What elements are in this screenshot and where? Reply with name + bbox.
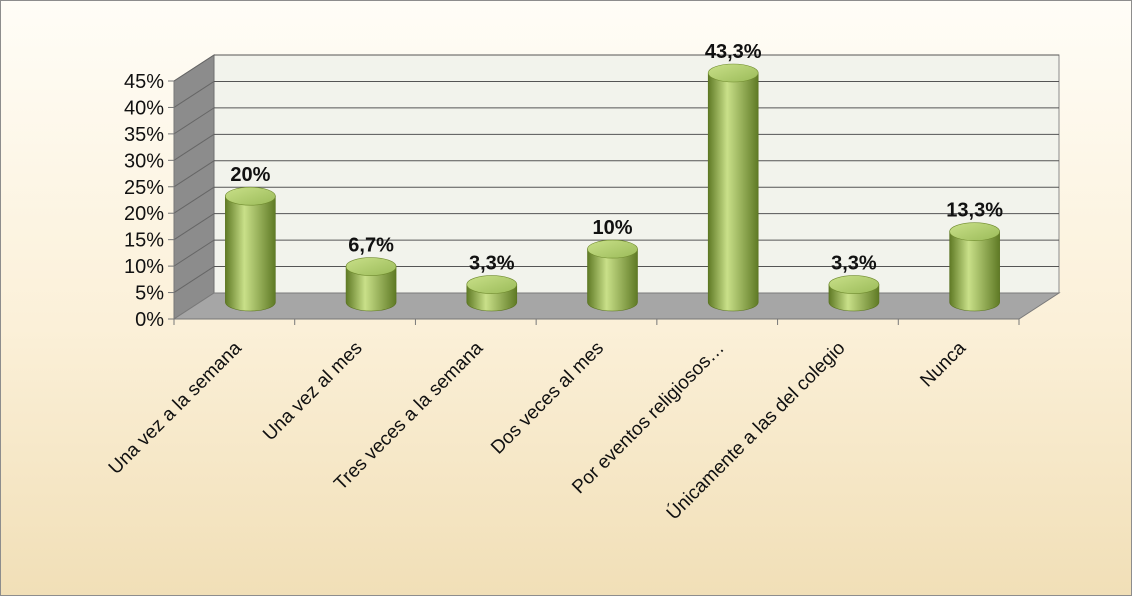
gridline-side	[173, 213, 215, 241]
y-tick-label: 10%	[124, 256, 164, 278]
bar-cap	[587, 239, 638, 259]
gridline-side	[173, 160, 215, 188]
data-label: 20%	[230, 164, 270, 186]
x-category-label: Una vez al mes	[259, 338, 366, 445]
y-tick-label: 15%	[124, 230, 164, 252]
gridline-side	[173, 54, 215, 82]
gridline-side	[173, 186, 215, 214]
bar-body	[225, 195, 276, 312]
y-tick-label: 0%	[135, 309, 164, 331]
y-tick-label: 40%	[124, 97, 164, 119]
bar	[828, 275, 880, 312]
bar	[466, 275, 518, 312]
y-tick-label: 25%	[124, 177, 164, 199]
x-category-label: Una vez a la semana	[105, 337, 246, 478]
data-label: 10%	[592, 217, 632, 239]
bar-body	[587, 248, 638, 312]
bars	[225, 63, 1000, 312]
data-label: 3,3%	[469, 253, 515, 275]
gridline-side	[173, 266, 215, 293]
y-tick-label: 5%	[135, 283, 164, 305]
y-axis: 0% 5% 10% 15% 20% 25% 30% 35% 40% 45%	[124, 71, 175, 331]
gridline-side	[173, 133, 215, 161]
bar	[587, 239, 638, 312]
gridline-side	[173, 81, 215, 108]
gridline-side	[173, 239, 215, 267]
bar	[345, 257, 397, 312]
data-label: 43,3%	[705, 41, 762, 63]
bar	[225, 186, 276, 312]
bar-cap	[225, 186, 276, 206]
y-tick-label: 30%	[124, 150, 164, 172]
bar-cap	[466, 275, 518, 294]
x-category-label: Nunca	[916, 337, 970, 391]
y-tick-label: 35%	[124, 124, 164, 146]
bar	[707, 63, 759, 312]
bar-body	[345, 266, 397, 312]
bar-body	[949, 231, 1000, 312]
bar-cap	[949, 222, 1000, 241]
x-category-label: Dos veces al mes	[487, 338, 608, 459]
y-tick-label: 45%	[124, 71, 164, 93]
data-labels: 20% 6,7% 3,3% 10% 43,3% 3,3% 13,3%	[230, 41, 1003, 275]
data-label: 6,7%	[348, 235, 394, 257]
y-tick-label: 20%	[124, 203, 164, 225]
bar-cap	[828, 275, 880, 294]
bar-cap	[707, 63, 759, 83]
bar	[949, 222, 1000, 312]
gridlines	[173, 54, 1059, 293]
data-label: 3,3%	[831, 253, 877, 275]
gridline-side	[173, 107, 215, 135]
data-label: 13,3%	[946, 200, 1003, 222]
bar-body	[707, 72, 759, 312]
bar-cap	[345, 257, 397, 276]
